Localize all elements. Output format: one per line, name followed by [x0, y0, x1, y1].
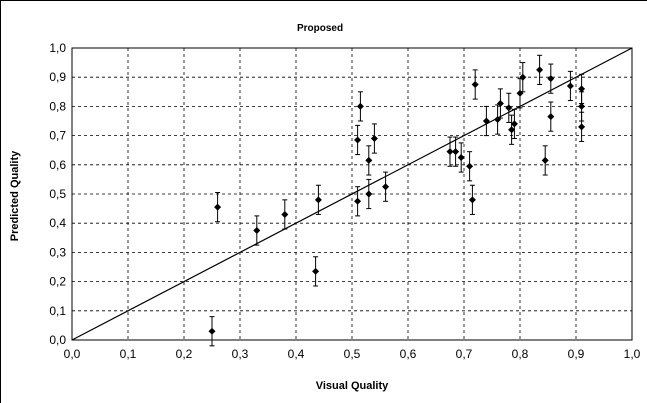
data-point — [547, 101, 555, 132]
diamond-marker — [354, 136, 362, 144]
y-tick-label: 0,5 — [49, 187, 66, 201]
diamond-marker — [314, 196, 322, 204]
diamond-marker — [547, 75, 555, 83]
data-point — [505, 92, 513, 123]
x-tick-label: 0,5 — [344, 347, 361, 361]
reference-line — [71, 47, 633, 341]
diamond-marker — [253, 227, 261, 234]
diamond-marker — [457, 154, 465, 161]
data-point — [446, 136, 454, 167]
y-tick-label: 0,1 — [49, 304, 66, 318]
data-point — [365, 178, 373, 210]
diamond-marker — [578, 85, 586, 93]
diamond-marker — [536, 66, 544, 74]
data-point — [208, 316, 216, 347]
diamond-marker — [452, 148, 460, 156]
x-tick-label: 0,3 — [232, 347, 249, 361]
diamond-marker — [208, 327, 216, 335]
data-point — [370, 123, 378, 154]
y-tick-label: 0,4 — [49, 216, 66, 230]
x-tick-label: 0,4 — [288, 347, 305, 361]
data-point — [510, 108, 518, 140]
y-tick-label: 0,0 — [49, 333, 66, 347]
x-axis-ticks: 0,0 0,1 0,2 0,3 0,4 0,5 0,6 0,7 0,8 0,9 1,0 — [64, 347, 641, 361]
data-point — [365, 145, 373, 176]
diamond-marker — [382, 183, 390, 191]
y-tick-label: 0,9 — [49, 70, 66, 84]
data-point — [508, 114, 516, 145]
plot-border-rect — [71, 47, 633, 341]
data-point — [578, 111, 586, 142]
data-point — [356, 91, 364, 122]
y-tick-label: 0,7 — [49, 129, 66, 143]
diamond-marker — [446, 148, 454, 156]
data-point — [496, 88, 504, 119]
diamond-marker — [505, 104, 513, 112]
data-point — [354, 124, 362, 156]
diamond-marker — [541, 156, 549, 164]
data-point — [547, 63, 555, 94]
diamond-marker — [496, 99, 504, 107]
y-tick-label: 0,2 — [49, 275, 66, 289]
data-points — [208, 54, 586, 347]
chart-title: Proposed — [297, 23, 343, 34]
diamond-marker — [466, 162, 474, 170]
data-point — [468, 184, 476, 215]
diamond-marker — [365, 190, 373, 198]
diamond-marker — [566, 82, 574, 90]
diamond-marker — [354, 197, 362, 205]
plot-area-border — [71, 47, 633, 341]
diamond-marker — [370, 135, 378, 143]
data-point — [214, 192, 222, 223]
y-axis-ticks: 0,0 0,1 0,2 0,3 0,4 0,5 0,6 0,7 0,8 0,9 1,0 — [49, 41, 66, 347]
y-tick-label: 0,8 — [49, 99, 66, 113]
data-point — [482, 105, 490, 137]
data-point — [541, 145, 549, 176]
x-tick-label: 0,8 — [512, 347, 529, 361]
diamond-marker — [578, 102, 586, 110]
data-point — [536, 54, 544, 85]
diamond-marker — [468, 196, 476, 204]
x-tick-label: 0,6 — [400, 347, 417, 361]
diamond-marker — [281, 210, 289, 218]
diamond-marker — [365, 156, 373, 164]
data-point — [281, 199, 289, 230]
y-tick-label: 0,6 — [49, 158, 66, 172]
y-axis-label: Predicted Quality — [9, 150, 21, 241]
diamond-marker — [508, 126, 516, 134]
diamond-marker — [547, 113, 555, 121]
x-tick-label: 0,2 — [176, 347, 193, 361]
x-tick-label: 0,0 — [64, 347, 81, 361]
data-point — [457, 142, 465, 173]
data-point — [382, 171, 390, 202]
x-tick-label: 1,0 — [624, 347, 641, 361]
diamond-marker — [482, 117, 490, 125]
data-point — [314, 184, 322, 215]
x-tick-label: 0,9 — [568, 347, 585, 361]
x-axis-label: Visual Quality — [316, 380, 389, 392]
y-tick-label: 1,0 — [49, 41, 66, 55]
data-point — [312, 256, 320, 287]
diamond-marker — [471, 81, 479, 88]
diamond-marker — [519, 73, 527, 81]
x-tick-label: 0,7 — [456, 347, 473, 361]
diamond-marker — [356, 102, 364, 110]
diamond-marker — [214, 203, 222, 211]
data-point — [466, 151, 474, 182]
data-point — [519, 62, 527, 93]
y-tick-label: 0,3 — [49, 245, 66, 259]
data-point — [471, 69, 479, 100]
data-point — [253, 215, 261, 246]
data-point — [516, 78, 524, 109]
x-tick-label: 0,1 — [120, 347, 137, 361]
reference-diagonal-line — [71, 47, 633, 341]
diamond-marker — [578, 123, 586, 131]
data-point — [452, 136, 460, 167]
diamond-marker — [510, 120, 518, 128]
data-point — [566, 70, 574, 102]
diamond-marker — [312, 267, 320, 275]
data-point — [354, 186, 362, 217]
